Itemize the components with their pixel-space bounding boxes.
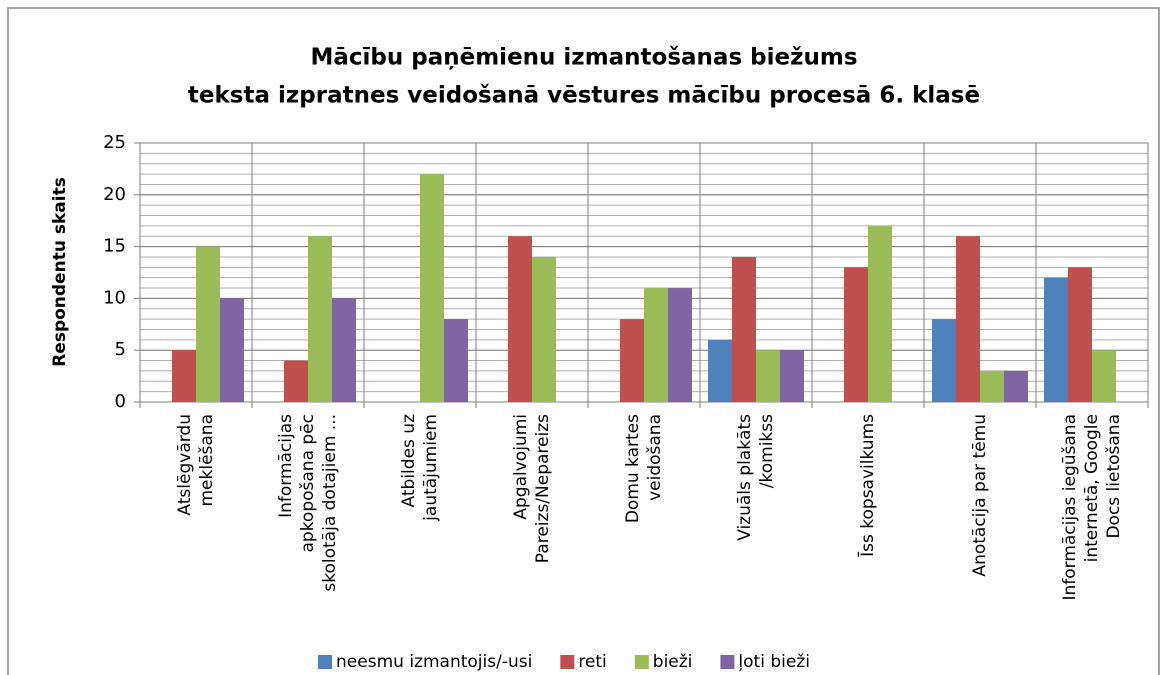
legend-label: reti <box>578 652 606 672</box>
legend-swatch <box>560 655 575 669</box>
bar <box>844 267 868 402</box>
chart-title: Mācību paņēmienu izmantošanas biežums <box>310 45 857 71</box>
y-tick-label: 20 <box>103 184 126 205</box>
x-tick-label: Īss kopsavilkums <box>856 414 878 557</box>
y-axis-label: Respondentu skaits <box>50 177 70 367</box>
legend-swatch <box>720 655 735 669</box>
bar <box>284 360 308 402</box>
bar <box>1092 350 1116 402</box>
bar <box>732 256 756 402</box>
bar <box>932 319 956 402</box>
x-tick-label: Anotācija par tēmu <box>970 414 990 577</box>
bar <box>196 246 220 402</box>
x-tick-label: Informācijas <box>276 414 296 518</box>
bar <box>868 225 892 402</box>
x-tick-label: apkopošana pēc <box>298 414 318 553</box>
x-tick-label: Informācijas iegūšana <box>1060 414 1080 601</box>
bar <box>1004 370 1028 402</box>
bar <box>532 256 556 402</box>
legend-label: ļoti bieži <box>738 652 810 672</box>
y-tick-label: 10 <box>103 287 126 308</box>
x-tick-label: Atbildes uz <box>399 414 419 508</box>
bar <box>1044 277 1068 402</box>
x-tick-label: Domu kartes <box>623 414 643 523</box>
bar <box>332 298 356 402</box>
x-tick-label: meklēšana <box>197 414 217 507</box>
bar <box>956 236 980 402</box>
bar <box>708 339 732 402</box>
bar <box>420 174 444 402</box>
bar <box>308 236 332 402</box>
chart-title: teksta izpratnes veidošanā vēstures mācī… <box>188 83 980 109</box>
bar <box>508 236 532 402</box>
x-tick-label: Atslēgvārdu <box>175 414 195 516</box>
x-tick-label: jautājumiem <box>421 414 441 522</box>
x-tick-label: /komikss <box>757 414 777 488</box>
y-tick-label: 15 <box>103 236 126 257</box>
bar <box>172 350 196 402</box>
x-tick-label: Apgalvojumi <box>511 414 531 520</box>
bar <box>644 288 668 402</box>
legend-label: neesmu izmantojis/-usi <box>336 652 532 672</box>
x-tick-label: Docs lietošana <box>1104 414 1124 539</box>
bar <box>756 350 780 402</box>
bar <box>780 350 804 402</box>
bar <box>444 319 468 402</box>
bar <box>668 288 692 402</box>
x-tick-label: veidošana <box>645 414 665 501</box>
x-tick-label: Pareizs/Nepareizs <box>533 414 553 563</box>
y-tick-label: 25 <box>103 132 126 153</box>
legend-label: bieži <box>653 652 693 672</box>
bar <box>1068 267 1092 402</box>
bar <box>620 319 644 402</box>
bar <box>980 370 1004 402</box>
bar <box>220 298 244 402</box>
y-tick-label: 5 <box>115 339 126 360</box>
x-tick-label: skolotāja dotajiem ... <box>320 414 340 592</box>
x-tick-label: Vizuāls plakāts <box>735 414 755 541</box>
legend-swatch <box>318 655 333 669</box>
y-tick-label: 0 <box>115 391 126 412</box>
legend-swatch <box>634 655 649 669</box>
x-tick-label: internetā, Google <box>1082 414 1102 562</box>
